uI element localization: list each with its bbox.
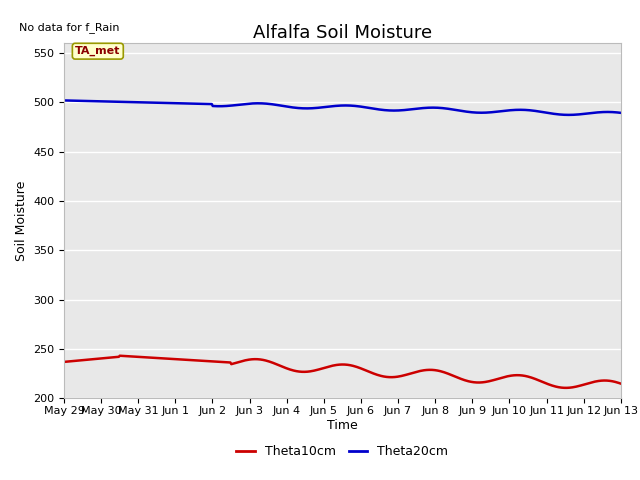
Theta20cm [159,100,166,106]
Theta10cm [562,385,570,391]
Line: Theta20cm: Theta20cm [64,100,621,115]
Theta20cm [60,97,68,103]
Text: TA_met: TA_met [75,46,120,56]
Theta10cm [116,353,124,359]
Theta20cm [204,101,211,107]
Line: Theta10cm: Theta10cm [64,356,621,388]
Theta10cm [433,368,440,373]
Theta10cm [159,356,167,361]
Theta10cm [480,379,488,385]
Theta20cm [388,108,396,113]
Theta10cm [617,381,625,386]
Text: No data for f_Rain: No data for f_Rain [19,22,120,33]
Theta10cm [313,367,321,373]
Title: Alfalfa Soil Moisture: Alfalfa Soil Moisture [253,24,432,42]
Theta20cm [432,105,440,110]
Theta20cm [565,112,573,118]
Theta10cm [389,374,397,380]
Theta20cm [479,110,487,116]
Theta20cm [312,105,320,111]
Theta20cm [617,110,625,116]
Theta10cm [204,358,212,364]
X-axis label: Time: Time [327,419,358,432]
Y-axis label: Soil Moisture: Soil Moisture [15,180,28,261]
Legend: Theta10cm, Theta20cm: Theta10cm, Theta20cm [232,440,453,463]
Theta10cm [60,359,68,365]
